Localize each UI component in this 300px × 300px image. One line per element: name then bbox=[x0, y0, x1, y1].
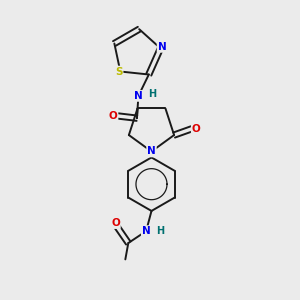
Text: N: N bbox=[158, 42, 166, 52]
Text: N: N bbox=[134, 91, 143, 101]
Text: O: O bbox=[109, 111, 118, 121]
Text: N: N bbox=[147, 146, 156, 157]
Text: O: O bbox=[111, 218, 120, 228]
Text: N: N bbox=[142, 226, 151, 236]
Text: S: S bbox=[115, 67, 123, 76]
Text: H: H bbox=[156, 226, 164, 236]
Text: H: H bbox=[148, 89, 156, 99]
Text: O: O bbox=[192, 124, 200, 134]
